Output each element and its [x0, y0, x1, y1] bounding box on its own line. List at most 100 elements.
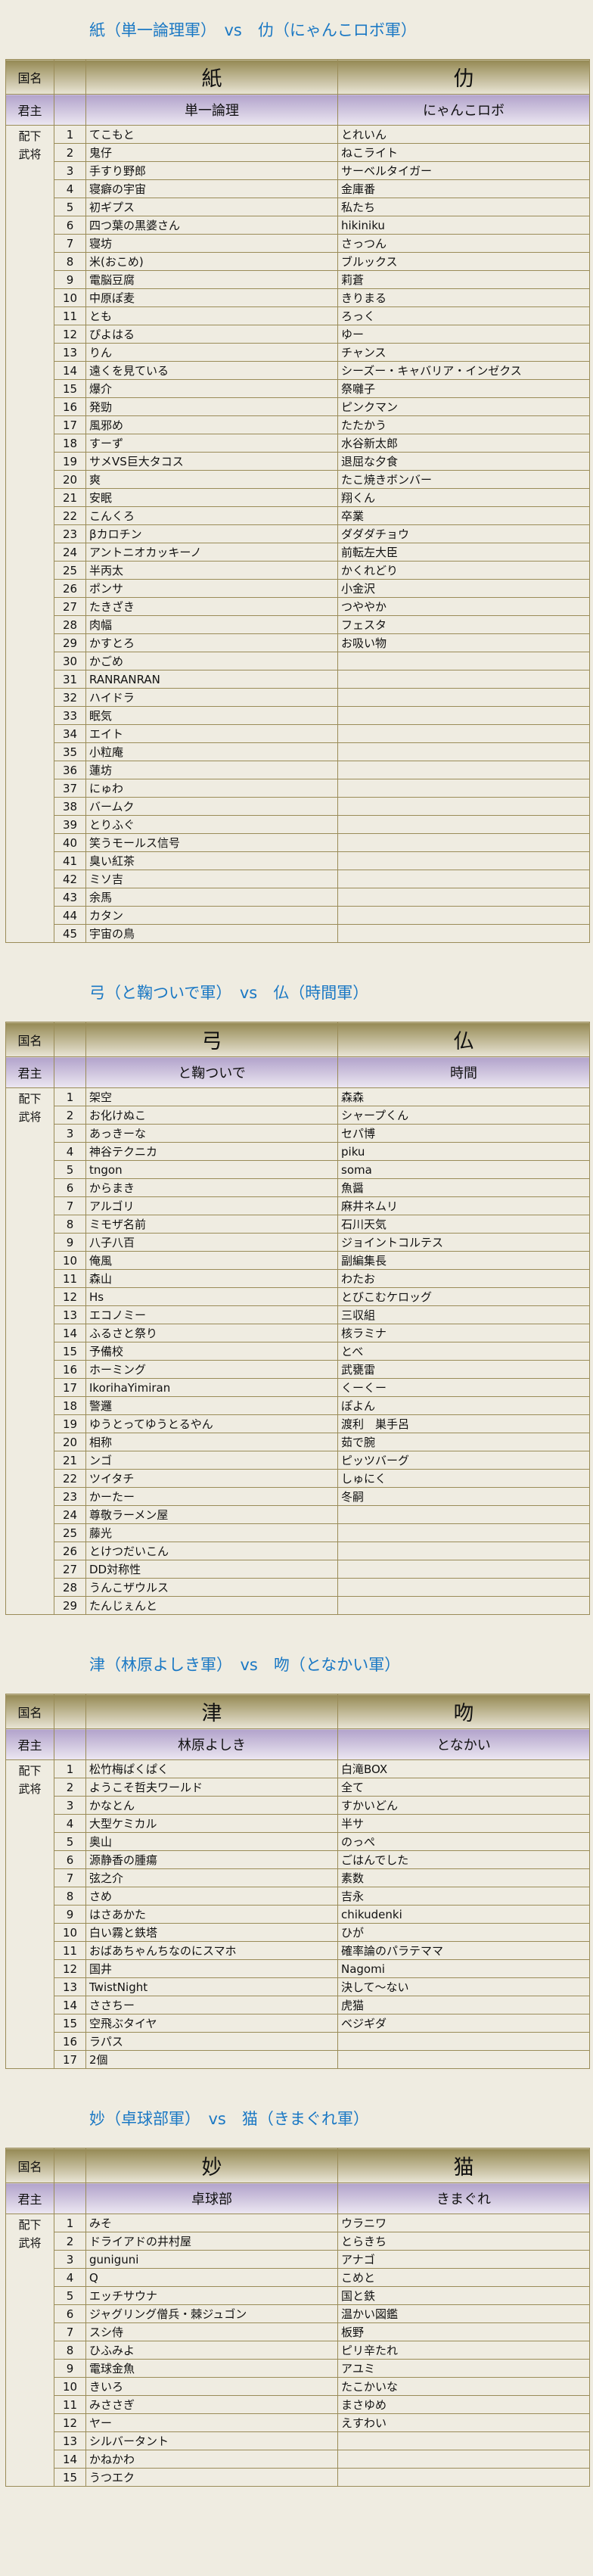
table-row: 3 あっきーな セパ博 — [6, 1124, 590, 1143]
right-member: 卒業 — [337, 506, 590, 525]
left-member: シルバータント — [85, 2431, 338, 2450]
left-member: うんこザウルス — [85, 1578, 338, 1597]
right-member: hikiniku — [337, 216, 590, 235]
left-member: ンゴ — [85, 1451, 338, 1470]
left-member: かごめ — [85, 652, 338, 670]
left-member: スシ侍 — [85, 2322, 338, 2341]
table-row: 配下武将 1 てこもと とれいん — [5, 125, 590, 943]
row-number: 9 — [54, 2359, 86, 2378]
row-number: 1 — [54, 1087, 86, 1106]
table-row: 3 手すり野郎 サーベルタイガー — [6, 161, 590, 180]
right-member: 魚醤 — [337, 1178, 590, 1197]
table-row: 19 サメVS巨大タコス 退屈な夕食 — [6, 452, 590, 471]
left-member: 鬼仔 — [85, 143, 338, 162]
empty-cell — [54, 1694, 86, 1729]
right-member: サーベルタイガー — [337, 161, 590, 180]
table-row: 5 tngon soma — [6, 1160, 590, 1179]
left-member: てこもと — [85, 125, 338, 144]
right-member — [337, 2050, 590, 2069]
right-member — [337, 888, 590, 907]
left-member: はさあかた — [85, 1905, 338, 1924]
left-member: 眠気 — [85, 706, 338, 725]
left-member: ジャグリング僧兵・棘ジュゴン — [85, 2304, 338, 2323]
right-member: 小金沢 — [337, 579, 590, 598]
table-row: 11 とも ろっく — [6, 306, 590, 325]
left-member: 四つ葉の黒婆さん — [85, 216, 338, 235]
row-number: 12 — [54, 1959, 86, 1978]
right-member: さっつん — [337, 234, 590, 253]
table-row: 5 エッチサウナ 国と鉄 — [6, 2286, 590, 2305]
left-member: 大型ケミカル — [85, 1814, 338, 1833]
table-row: 20 相称 茹で腕 — [6, 1433, 590, 1451]
left-member: ようこそ哲夫ワールド — [85, 1778, 338, 1797]
table-row: 2 お化けぬこ シャープくん — [6, 1106, 590, 1125]
table-row: 9 電脳豆腐 莉蒼 — [6, 270, 590, 289]
right-member: ごはんでした — [337, 1850, 590, 1869]
right-member: ピンクマン — [337, 397, 590, 416]
left-member: 爽 — [85, 470, 338, 489]
left-member: ヤー — [85, 2413, 338, 2432]
row-number: 15 — [54, 2468, 86, 2487]
right-member: 水谷新太郎 — [337, 434, 590, 453]
row-number: 30 — [54, 652, 86, 670]
left-lord: 単一論理 — [85, 94, 338, 126]
row-number: 26 — [54, 579, 86, 598]
left-nation: 妙 — [85, 2148, 338, 2183]
row-number: 9 — [54, 1233, 86, 1252]
table-row: 4 Q こめと — [6, 2268, 590, 2287]
table-row: 17 2個 — [6, 2050, 590, 2069]
table-row: 39 とりふぐ — [6, 815, 590, 834]
lord-row: 君主 卓球部 きまぐれ — [5, 2182, 590, 2214]
right-member: ねこライト — [337, 143, 590, 162]
left-member: 奥山 — [85, 1832, 338, 1851]
right-member: 国と鉄 — [337, 2286, 590, 2305]
table-row: 25 半丙太 かくれどり — [6, 561, 590, 580]
right-member — [337, 688, 590, 707]
table-row: 配下武将 1 架空 森森 — [5, 1087, 590, 1615]
right-member: 翔くん — [337, 488, 590, 507]
left-member: とりふぐ — [85, 815, 338, 834]
right-member: アナゴ — [337, 2250, 590, 2269]
row-number: 5 — [54, 198, 86, 216]
left-member: アントニオカッキーノ — [85, 543, 338, 562]
row-number: 11 — [54, 1941, 86, 1960]
row-number: 4 — [54, 2268, 86, 2287]
row-number: 11 — [54, 2395, 86, 2414]
left-member: 遠くを見ている — [85, 361, 338, 380]
left-member: 寝癖の宇宙 — [85, 179, 338, 198]
left-member: 風邪め — [85, 415, 338, 434]
empty-cell — [54, 59, 86, 95]
right-member — [337, 870, 590, 888]
right-member: かくれどり — [337, 561, 590, 580]
battle-section: 紙（単一論理軍） vs 仂（にゃんこロボ軍） 国名 紙 仂 君主 単一論理 にゃ… — [0, 15, 593, 943]
left-member: ポンサ — [85, 579, 338, 598]
row-number: 25 — [54, 561, 86, 580]
row-number: 11 — [54, 306, 86, 325]
table-row: 35 小粒庵 — [6, 742, 590, 761]
battle-section: 津（林原よしき軍） vs 吻（となかい軍） 国名 津 吻 君主 林原よしき とな… — [0, 1650, 593, 2069]
row-number: 38 — [54, 797, 86, 816]
nation-row: 国名 津 吻 — [5, 1694, 590, 1729]
right-member — [337, 1578, 590, 1597]
right-member: こめと — [337, 2268, 590, 2287]
row-number: 4 — [54, 179, 86, 198]
row-number: 17 — [54, 2050, 86, 2069]
subordinates-label-cell: 配下武将 — [5, 125, 54, 943]
right-member — [337, 1560, 590, 1579]
row-number: 1 — [54, 1759, 86, 1778]
row-number: 10 — [54, 2377, 86, 2396]
left-nation: 紙 — [85, 59, 338, 95]
left-member: 予備校 — [85, 1342, 338, 1361]
row-number: 44 — [54, 906, 86, 925]
row-number: 3 — [54, 1124, 86, 1143]
row-number: 8 — [54, 252, 86, 271]
left-member: Q — [85, 2268, 338, 2287]
left-member: 架空 — [85, 1087, 338, 1106]
table-row: 10 きいろ たこかいな — [6, 2377, 590, 2396]
left-member: かねかわ — [85, 2450, 338, 2469]
row-number: 6 — [54, 1178, 86, 1197]
left-member: かーたー — [85, 1487, 338, 1506]
left-member: みささぎ — [85, 2395, 338, 2414]
row-number: 6 — [54, 216, 86, 235]
subordinates-label-cell: 配下武将 — [5, 1759, 54, 2069]
